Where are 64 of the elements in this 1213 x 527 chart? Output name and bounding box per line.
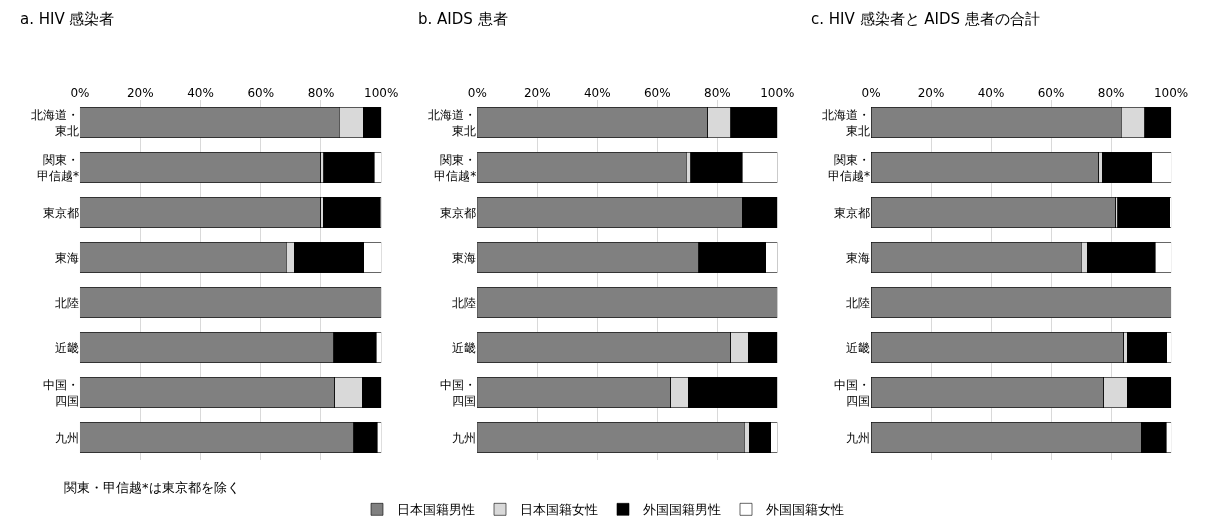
y-tick-label: 北陸 — [846, 295, 871, 310]
chart-title: b. AIDS 患者 — [418, 10, 508, 28]
y-tick-label: 九州 — [54, 430, 79, 445]
x-tick-label: 80% — [704, 85, 731, 100]
bar — [477, 152, 687, 184]
y-tick-label: 関東・甲信越* — [828, 153, 871, 183]
bar — [323, 197, 381, 229]
y-tick-label: 近畿 — [54, 340, 79, 355]
legend-label: 日本国籍男性 — [397, 502, 475, 518]
y-tick-label: 中国・四国 — [42, 377, 79, 408]
y-tick-label: 九州 — [452, 430, 477, 445]
x-tick-label: 60% — [643, 85, 671, 100]
x-tick-label: 100% — [760, 85, 795, 100]
bar — [79, 197, 322, 229]
y-tick-label: 北陸 — [54, 295, 79, 310]
bar — [871, 152, 1100, 184]
x-tick-label: 80% — [307, 85, 335, 100]
bar — [871, 242, 1082, 274]
x-tick-label: 20% — [126, 85, 154, 100]
bar — [477, 421, 745, 454]
bar — [871, 331, 1124, 364]
y-tick-label: 北陸 — [452, 295, 477, 310]
y-tick-label: 近畿 — [846, 340, 871, 355]
x-tick-label: 20% — [523, 85, 551, 100]
x-tick-label: 0% — [467, 85, 487, 100]
y-tick-label: 近畿 — [452, 340, 477, 355]
x-tick-label: 80% — [1097, 85, 1125, 100]
y-tick-label: 東海 — [54, 250, 79, 265]
x-tick-label: 60% — [247, 85, 275, 100]
bar — [79, 152, 322, 184]
y-tick-label: 北海道・東北 — [428, 108, 477, 138]
y-tick-label: 中国・四国 — [834, 377, 871, 408]
y-tick-label: 東京都 — [440, 205, 477, 220]
bar — [477, 287, 778, 319]
bar — [1126, 331, 1168, 364]
x-tick-label: 100% — [364, 85, 399, 100]
bar — [871, 197, 1117, 229]
y-tick-label: 北海道・東北 — [822, 108, 871, 138]
legend-label: 日本国籍女性 — [520, 502, 598, 518]
chart-title: a. HIV 感染者 — [20, 10, 115, 28]
x-tick-label: 40% — [583, 85, 611, 100]
chart-title: c. HIV 感染者と AIDS 患者の合計 — [811, 10, 1040, 28]
text: 関東・甲信越*は東京都を除く — [64, 480, 240, 495]
y-tick-label: 関東・甲信越* — [36, 153, 79, 183]
y-tick-label: 東海 — [452, 250, 477, 265]
y-tick-label: 関東・甲信越* — [434, 153, 477, 183]
legend-label: 外国国籍女性 — [766, 502, 844, 518]
bar — [871, 287, 1172, 319]
y-tick-label: 東海 — [846, 250, 871, 265]
bar — [79, 287, 382, 319]
x-tick-label: 100% — [1153, 85, 1189, 100]
legend-label: 外国国籍男性 — [643, 502, 721, 518]
x-tick-label: 40% — [187, 85, 214, 100]
y-tick-label: 北海道・東北 — [30, 108, 79, 138]
x-tick-label: 20% — [917, 85, 945, 100]
x-tick-label: 0% — [861, 85, 881, 100]
y-tick-label: 九州 — [846, 430, 871, 445]
y-tick-label: 東京都 — [834, 205, 871, 220]
x-tick-label: 40% — [977, 85, 1005, 100]
x-tick-label: 60% — [1037, 85, 1065, 100]
x-tick-label: 0% — [70, 85, 90, 100]
y-tick-label: 中国・四国 — [440, 377, 477, 408]
y-tick-label: 東京都 — [42, 205, 79, 220]
bar — [1117, 197, 1171, 229]
